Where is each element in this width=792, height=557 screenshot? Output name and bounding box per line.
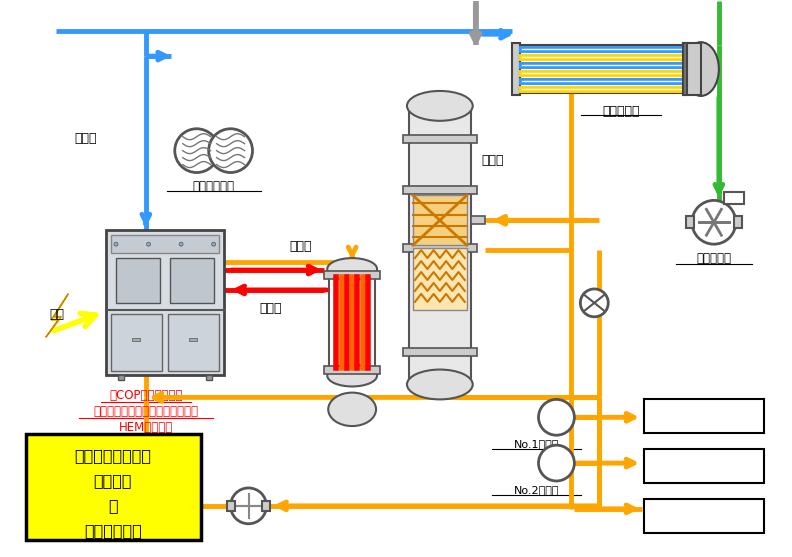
Text: 真空ポンプ: 真空ポンプ xyxy=(696,252,731,265)
Circle shape xyxy=(175,129,219,173)
Bar xyxy=(734,216,742,228)
Bar xyxy=(403,187,477,194)
FancyBboxPatch shape xyxy=(520,45,684,93)
Bar xyxy=(111,314,162,370)
Text: コベルコ・コンプレッサ株式会社: コベルコ・コンプレッサ株式会社 xyxy=(93,405,198,418)
Text: コンデンサ: コンデンサ xyxy=(603,105,640,118)
Text: ヒータ: ヒータ xyxy=(289,240,311,253)
Bar xyxy=(724,192,744,204)
Bar xyxy=(324,271,380,279)
Bar xyxy=(118,374,124,380)
Ellipse shape xyxy=(327,258,377,280)
Bar xyxy=(403,348,477,355)
Text: 熱を回収: 熱を回収 xyxy=(93,473,132,488)
Bar xyxy=(403,135,477,143)
Circle shape xyxy=(114,242,118,246)
Ellipse shape xyxy=(407,91,473,121)
Bar xyxy=(644,399,763,433)
Text: 低温水: 低温水 xyxy=(74,132,97,145)
Bar xyxy=(168,314,219,370)
Circle shape xyxy=(581,289,608,317)
Bar xyxy=(409,106,470,384)
Circle shape xyxy=(211,242,215,246)
Circle shape xyxy=(179,242,183,246)
Circle shape xyxy=(230,488,266,524)
Text: 空冷熱交換器: 空冷熱交換器 xyxy=(192,180,234,193)
Text: 高温水: 高温水 xyxy=(259,302,282,315)
Text: コンデンサーから: コンデンサーから xyxy=(74,448,151,463)
Polygon shape xyxy=(46,294,68,337)
Text: 供給液: 供給液 xyxy=(692,509,716,522)
Ellipse shape xyxy=(327,365,377,387)
Circle shape xyxy=(208,129,253,173)
Bar xyxy=(683,43,687,95)
Ellipse shape xyxy=(683,42,719,96)
Bar xyxy=(683,43,701,95)
Bar xyxy=(329,269,375,375)
Bar xyxy=(188,339,196,341)
Bar xyxy=(227,501,234,511)
Bar xyxy=(106,230,223,374)
Ellipse shape xyxy=(328,393,376,426)
Bar xyxy=(26,434,200,540)
Text: No.1予熱器: No.1予熱器 xyxy=(514,439,559,449)
Bar xyxy=(644,499,763,532)
Text: 蔷発缶: 蔷発缶 xyxy=(482,154,505,167)
Circle shape xyxy=(539,445,574,481)
Bar xyxy=(132,339,140,341)
Text: ＆: ＆ xyxy=(109,498,118,513)
Bar xyxy=(116,258,160,302)
Text: 高温水を加熱: 高温水を加熱 xyxy=(84,523,142,538)
Text: 蔷留水: 蔷留水 xyxy=(692,410,716,423)
Bar xyxy=(206,374,211,380)
Text: 濃縮液: 濃縮液 xyxy=(692,460,716,472)
Bar xyxy=(262,501,270,511)
Text: HEMシリーズ: HEMシリーズ xyxy=(119,421,173,434)
Circle shape xyxy=(692,201,736,244)
Bar xyxy=(111,235,219,253)
Bar xyxy=(169,258,214,302)
Circle shape xyxy=(147,242,150,246)
Bar xyxy=(413,196,466,245)
Bar xyxy=(413,248,466,310)
Bar xyxy=(403,244,477,252)
Circle shape xyxy=(539,399,574,435)
Bar xyxy=(512,43,520,95)
Text: 高COPヒートポンプ: 高COPヒートポンプ xyxy=(109,389,183,403)
Text: 電力: 電力 xyxy=(50,309,65,321)
Ellipse shape xyxy=(407,369,473,399)
Bar xyxy=(686,216,694,228)
Bar xyxy=(470,216,485,224)
Bar xyxy=(644,449,763,483)
Text: No.2予熱器: No.2予熱器 xyxy=(514,485,559,495)
Bar xyxy=(324,365,380,374)
